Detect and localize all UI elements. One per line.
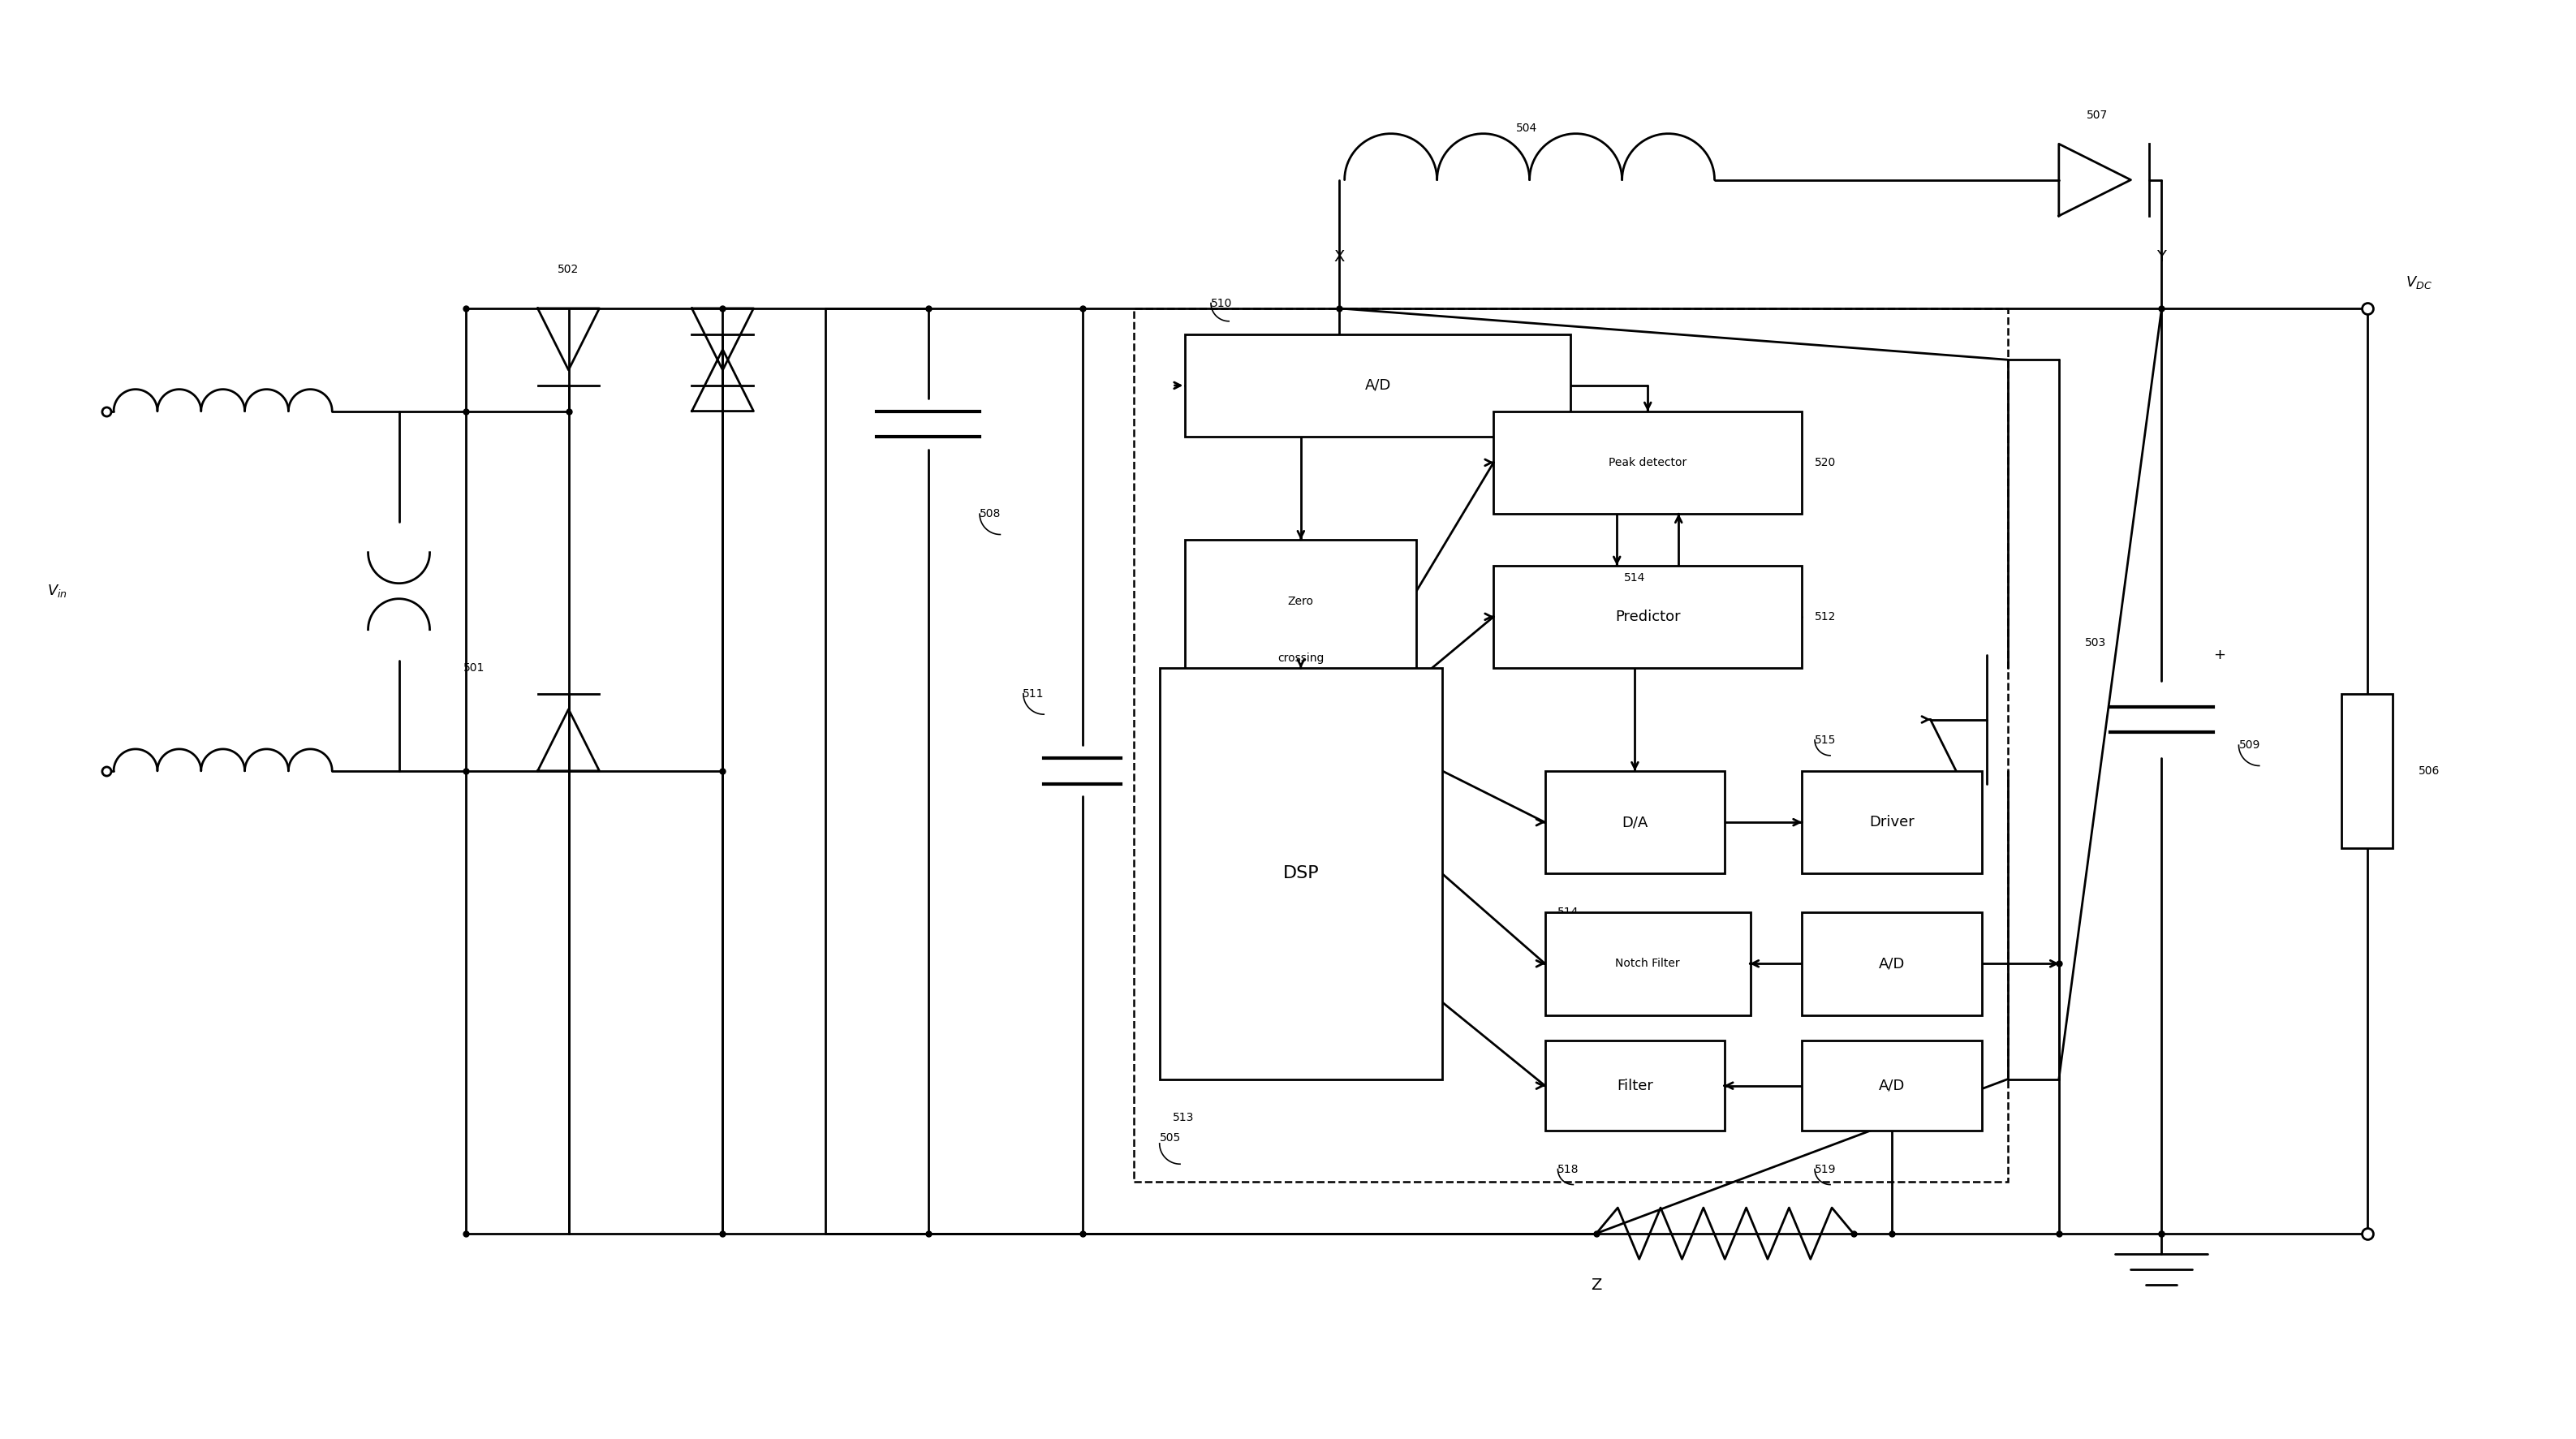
Text: A/D: A/D (1878, 1078, 1906, 1094)
Text: 520: 520 (1814, 456, 1837, 468)
Bar (1159, 668, 1443, 1079)
Bar (1494, 566, 1803, 668)
Text: 514: 514 (1625, 573, 1646, 584)
Text: 510: 510 (1211, 298, 1231, 309)
Text: 511: 511 (1023, 688, 1043, 699)
Text: D/A: D/A (1623, 814, 1649, 830)
Text: +: + (2213, 648, 2226, 662)
Text: Notch Filter: Notch Filter (1615, 958, 1680, 970)
Text: 516: 516 (1558, 1048, 1579, 1059)
Text: 504: 504 (1517, 122, 1538, 134)
Bar (1546, 771, 1726, 873)
Bar (2342, 694, 2393, 848)
Text: 503: 503 (2084, 636, 2105, 648)
Text: 502: 502 (559, 265, 580, 275)
Text: X: X (1334, 249, 1345, 265)
Text: Peak detector: Peak detector (1607, 456, 1687, 468)
Bar (1185, 540, 1417, 822)
Text: 506: 506 (2419, 766, 2439, 777)
Bar (1133, 308, 2007, 1181)
Text: Predictor: Predictor (1615, 609, 1680, 625)
Bar (1803, 912, 1981, 1014)
Text: 519: 519 (1814, 1164, 1837, 1174)
Text: Filter: Filter (1618, 1078, 1654, 1094)
Text: $V_{DC}$: $V_{DC}$ (2406, 275, 2432, 291)
Text: DSP: DSP (1283, 866, 1319, 882)
Text: 501: 501 (464, 662, 484, 673)
Text: Driver: Driver (1870, 814, 1914, 830)
Bar (1803, 771, 1981, 873)
Text: voltage: voltage (1280, 709, 1321, 721)
Bar (1185, 334, 1571, 437)
Bar (1494, 412, 1803, 514)
Text: 512: 512 (1814, 612, 1837, 623)
Text: 514: 514 (1558, 907, 1579, 918)
Text: Y: Y (2156, 249, 2166, 265)
Text: 508: 508 (979, 508, 1002, 519)
Text: crossing: crossing (1278, 653, 1324, 663)
Text: Zero: Zero (1288, 596, 1314, 607)
Text: $V_{in}$: $V_{in}$ (46, 583, 67, 599)
Text: 513: 513 (1172, 1112, 1193, 1124)
Bar (1546, 912, 1752, 1014)
Text: A/D: A/D (1878, 957, 1906, 971)
Text: 515: 515 (1814, 734, 1837, 745)
Bar (1546, 1040, 1726, 1131)
Bar (1803, 1040, 1981, 1131)
Text: Z: Z (1592, 1276, 1602, 1292)
Text: 517: 517 (1814, 1048, 1837, 1059)
Text: locator: locator (1280, 766, 1321, 777)
Text: 509: 509 (2239, 740, 2259, 751)
Text: 505: 505 (1159, 1132, 1180, 1144)
Text: 518: 518 (1558, 1164, 1579, 1174)
Text: A/D: A/D (1365, 378, 1391, 393)
Text: 507: 507 (2087, 109, 2107, 121)
